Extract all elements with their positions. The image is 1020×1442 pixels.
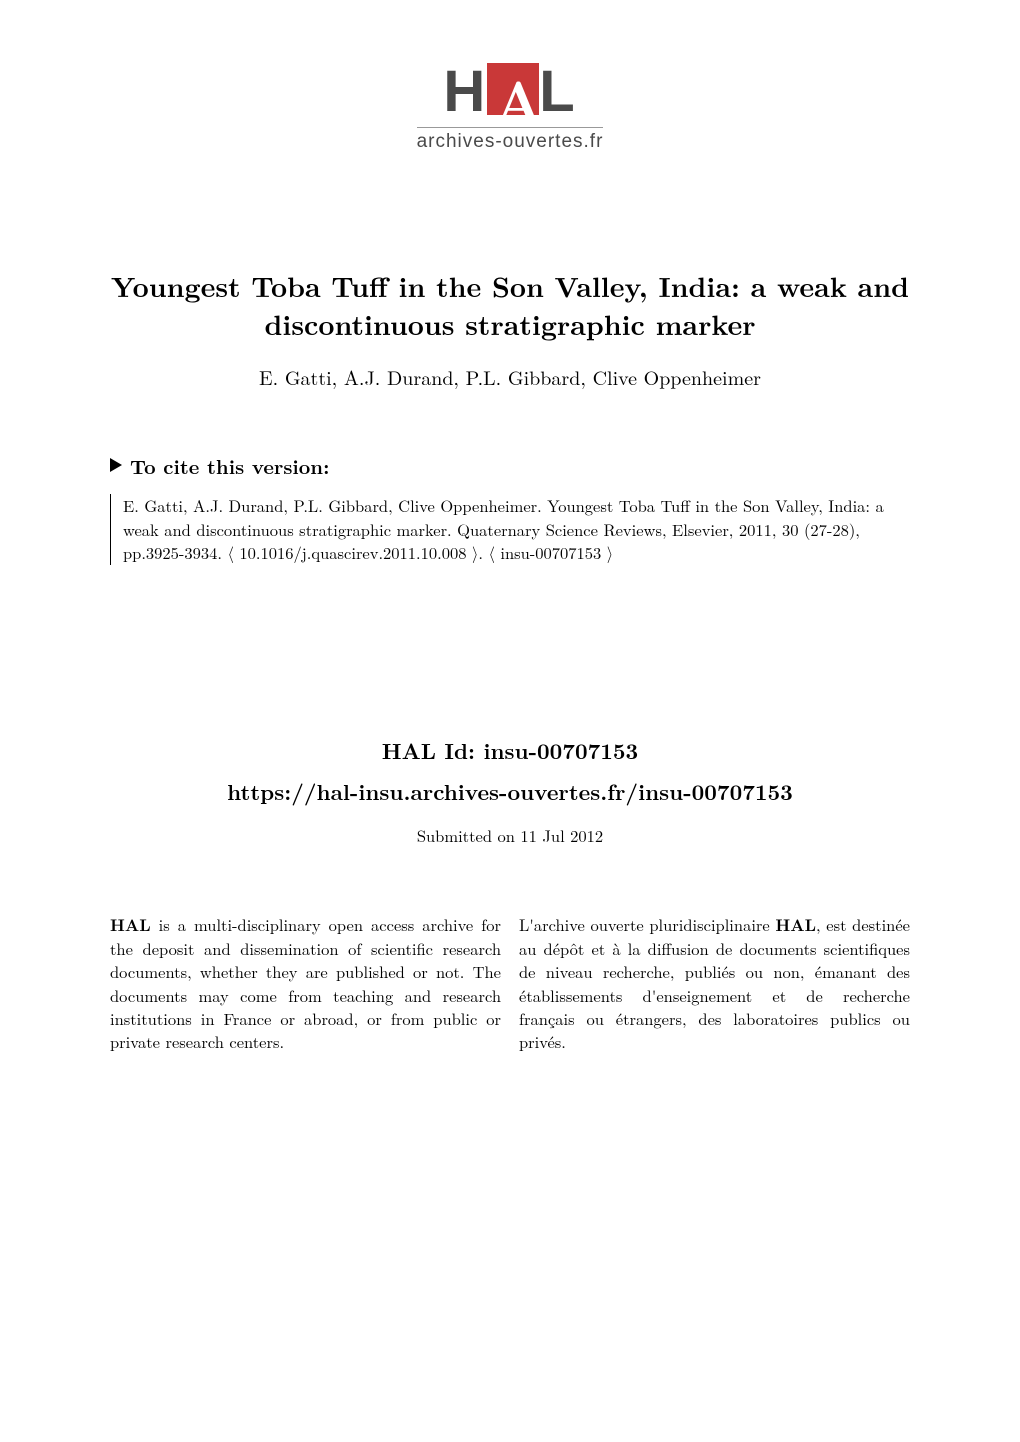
abstract-left-column: HAL is a multi-disciplinary open access … (110, 913, 501, 1054)
hal-id: HAL Id: insu-00707153 (0, 735, 1020, 766)
abstract-right-column: L'archive ouverte pluridisciplinaire HAL… (519, 913, 910, 1054)
logo-letter-a-container: A (487, 59, 539, 116)
triangle-icon (110, 458, 122, 472)
title-line-1: Youngest Toba Tuff in the Son Valley, In… (111, 266, 909, 306)
logo-letter-a: A (493, 57, 543, 140)
cite-header: To cite this version: (110, 451, 910, 480)
hal-id-section: HAL Id: insu-00707153 https://hal-insu.a… (0, 735, 1020, 847)
cite-header-text: To cite this version: (130, 451, 329, 480)
hal-logo-container: HAL archives-ouvertes.fr (0, 0, 1020, 153)
hal-bold-right: HAL (775, 912, 816, 936)
hal-bold-left: HAL (110, 912, 151, 936)
abstract-left-text: HAL is a multi-disciplinary open access … (110, 912, 501, 1053)
logo-a-background: A (487, 63, 539, 115)
cite-section: To cite this version: E. Gatti, A.J. Dur… (0, 451, 1020, 566)
logo-letter-h: H (443, 59, 487, 124)
title-section: Youngest Toba Tuff in the Son Valley, In… (0, 268, 1020, 391)
hal-url[interactable]: https://hal-insu.archives-ouvertes.fr/in… (0, 776, 1020, 807)
submitted-date: Submitted on 11 Jul 2012 (0, 823, 1020, 847)
hal-logo: HAL archives-ouvertes.fr (417, 58, 604, 153)
logo-letter-l: L (539, 59, 576, 124)
citation-text: E. Gatti, A.J. Durand, P.L. Gibbard, Cli… (110, 494, 910, 566)
abstract-right-text: L'archive ouverte pluridisciplinaire HAL… (519, 912, 910, 1053)
abstract-left-body: is a multi-disciplinary open access arch… (110, 912, 501, 1053)
title-line-2: discontinuous stratigraphic marker (265, 304, 756, 344)
paper-authors: E. Gatti, A.J. Durand, P.L. Gibbard, Cli… (85, 362, 935, 391)
paper-title: Youngest Toba Tuff in the Son Valley, In… (85, 268, 935, 344)
abstract-section: HAL is a multi-disciplinary open access … (0, 913, 1020, 1054)
